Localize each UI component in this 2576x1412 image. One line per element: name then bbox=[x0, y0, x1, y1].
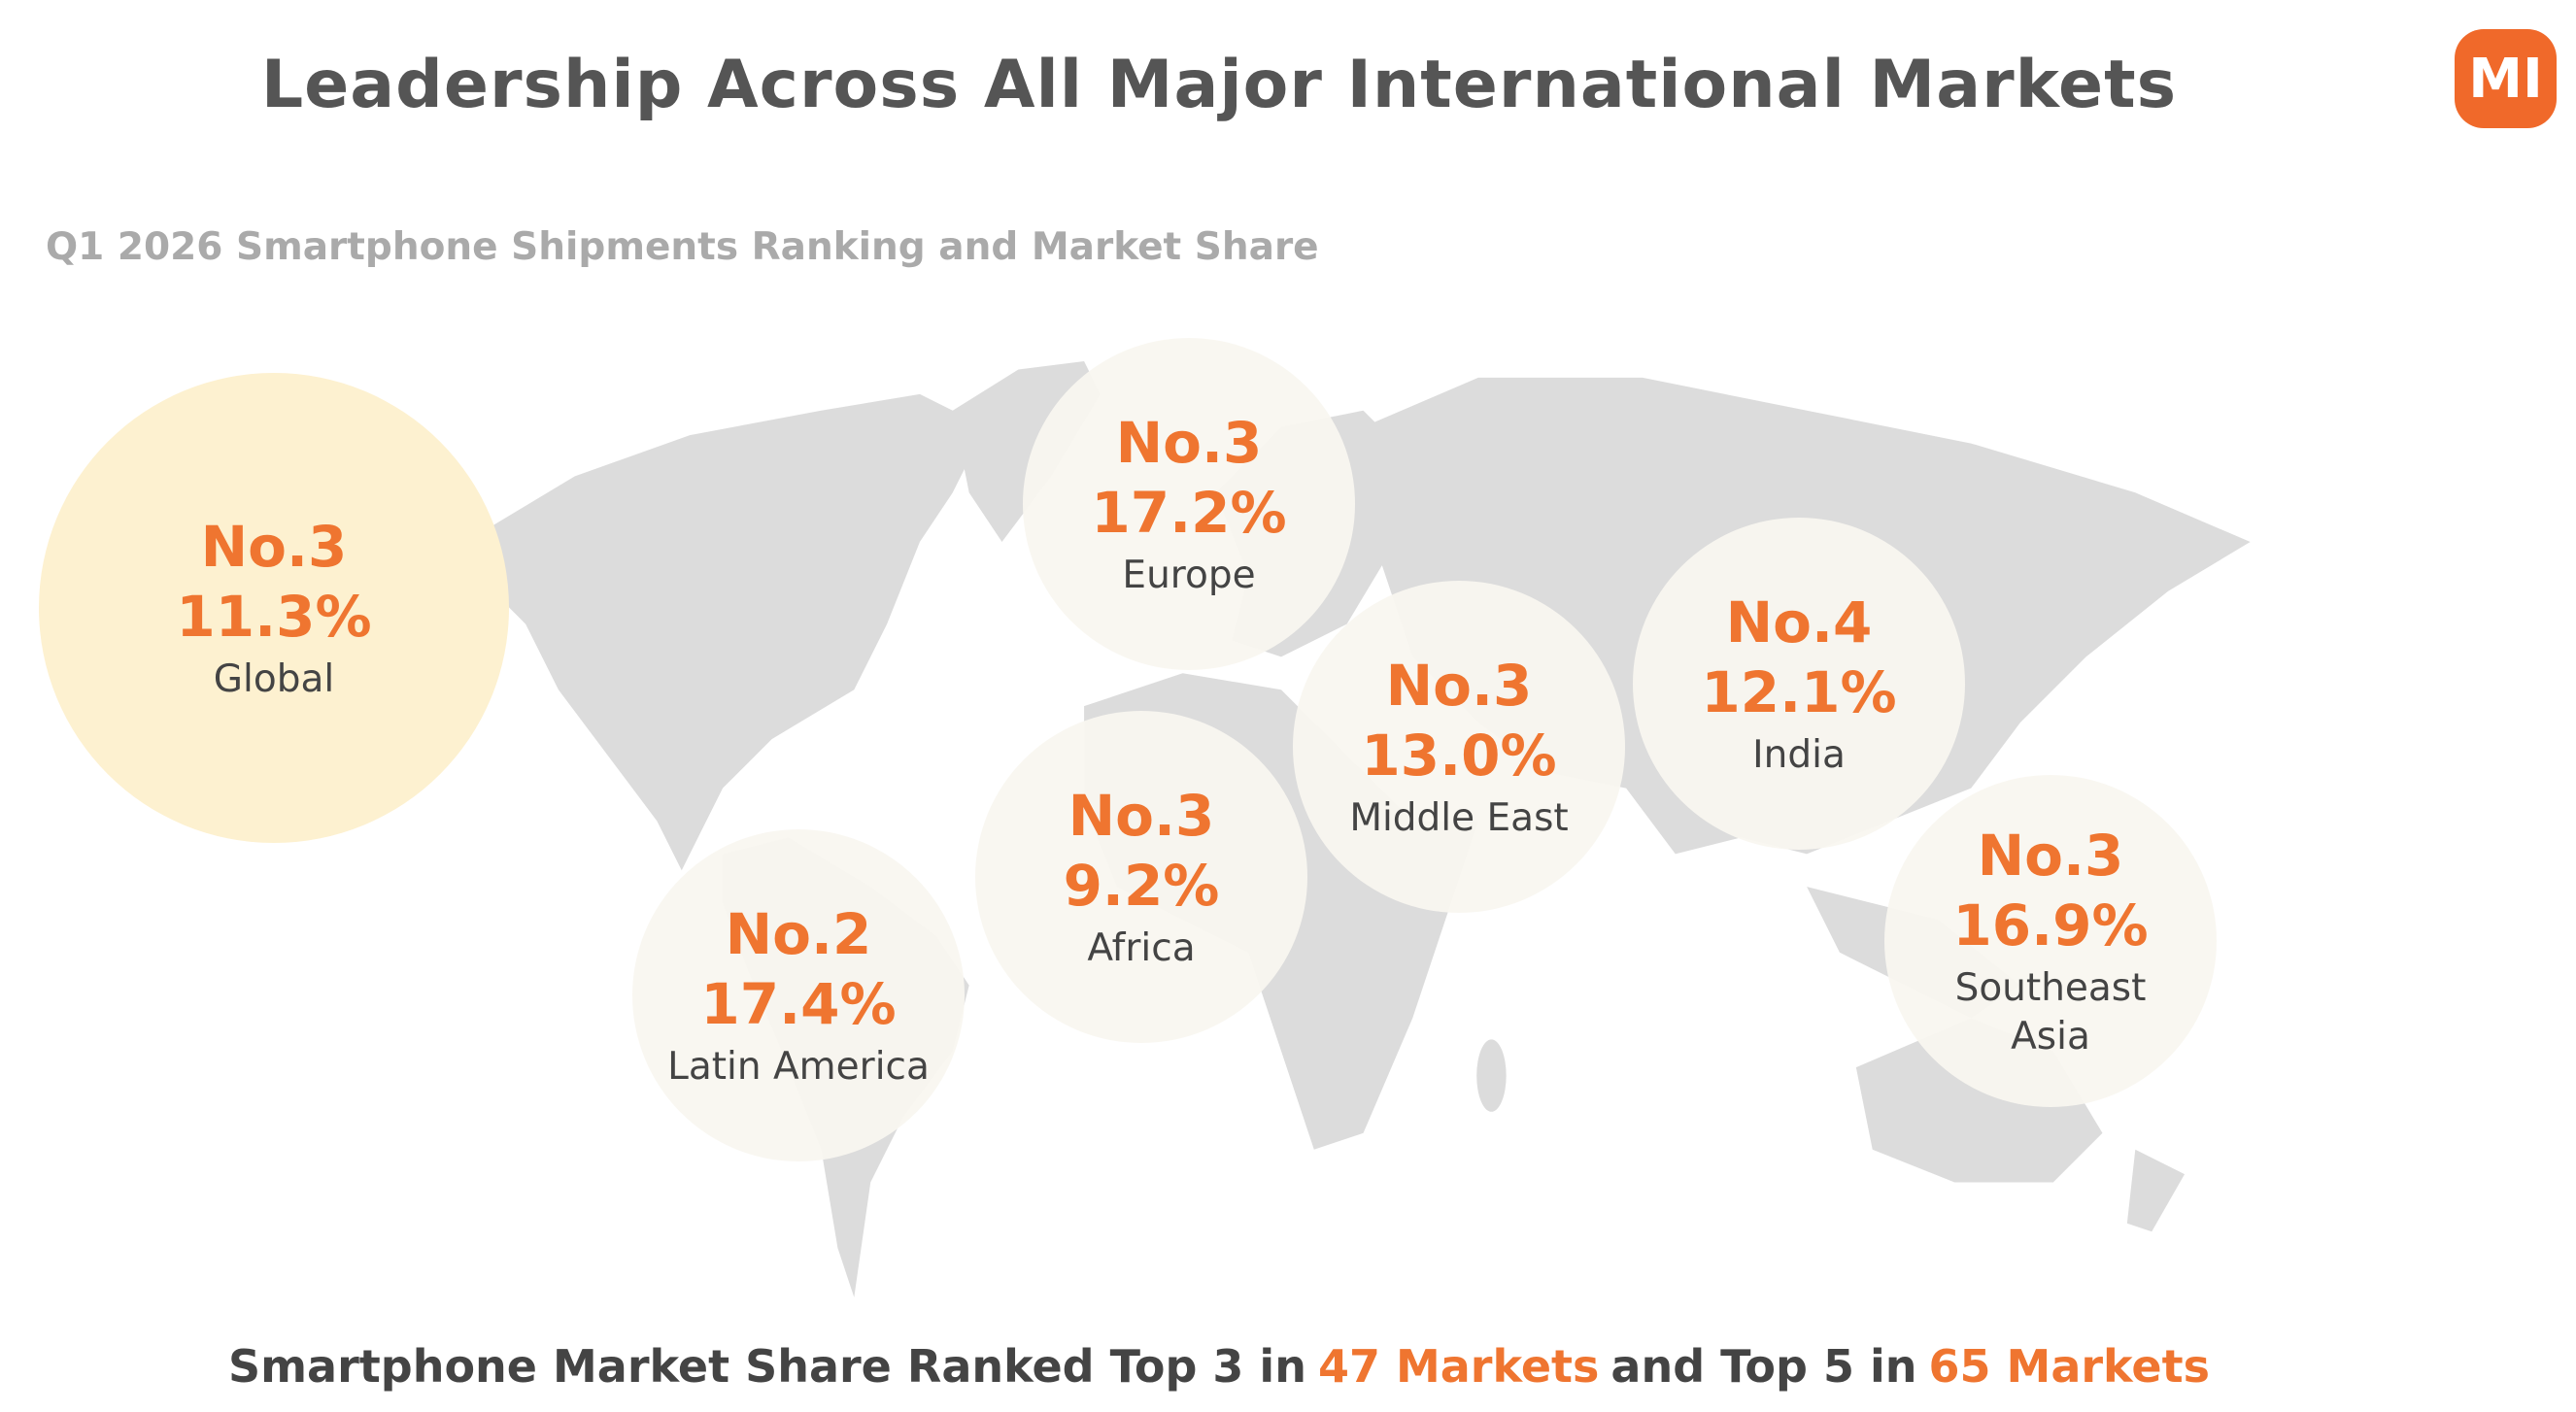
footer-highlight: 47 Markets bbox=[1317, 1340, 1600, 1393]
market-share: 11.3% bbox=[176, 584, 372, 650]
subtitle: Q1 2026 Smartphone Shipments Ranking and… bbox=[46, 225, 1319, 269]
market-share: 13.0% bbox=[1361, 723, 1557, 789]
market-bubble: No.2 17.4% Latin America bbox=[632, 829, 965, 1161]
market-rank: No.4 bbox=[1725, 589, 1873, 656]
market-rank: No.3 bbox=[1977, 823, 2124, 889]
market-bubble: No.3 17.2% Europe bbox=[1023, 338, 1355, 670]
footer-text: Smartphone Market Share Ranked Top 3 in bbox=[228, 1340, 1306, 1393]
market-share: 12.1% bbox=[1701, 659, 1897, 725]
market-bubble: No.4 12.1% India bbox=[1633, 518, 1965, 850]
market-rank: No.3 bbox=[200, 514, 348, 580]
market-bubble: No.3 9.2% Africa bbox=[975, 711, 1307, 1043]
market-bubble: No.3 13.0% Middle East bbox=[1293, 581, 1625, 913]
market-region: Global bbox=[213, 657, 335, 701]
market-region: India bbox=[1752, 733, 1846, 777]
market-share: 9.2% bbox=[1063, 853, 1220, 919]
footer-highlight: 65 Markets bbox=[1928, 1340, 2210, 1393]
title: Leadership Across All Major Internationa… bbox=[260, 47, 2178, 123]
footer-text: and Top 5 in bbox=[1610, 1340, 1917, 1393]
market-share: 16.9% bbox=[1952, 892, 2149, 958]
market-region: Southeast Asia bbox=[1954, 966, 2147, 1059]
market-rank: No.3 bbox=[1385, 653, 1533, 719]
market-region: Africa bbox=[1087, 926, 1196, 970]
logo: mi bbox=[2455, 29, 2557, 128]
market-share: 17.2% bbox=[1091, 480, 1287, 546]
market-share: 17.4% bbox=[700, 971, 897, 1037]
footer: Smartphone Market Share Ranked Top 3 in 4… bbox=[0, 1340, 2438, 1393]
market-region: Middle East bbox=[1349, 796, 1569, 840]
market-bubble: No.3 11.3% Global bbox=[39, 373, 509, 843]
market-bubble: No.3 16.9% Southeast Asia bbox=[1884, 775, 2217, 1107]
market-rank: No.2 bbox=[725, 901, 872, 967]
market-region: Latin America bbox=[667, 1045, 930, 1089]
market-rank: No.3 bbox=[1115, 410, 1263, 476]
market-rank: No.3 bbox=[1068, 783, 1215, 849]
market-region: Europe bbox=[1122, 554, 1256, 597]
